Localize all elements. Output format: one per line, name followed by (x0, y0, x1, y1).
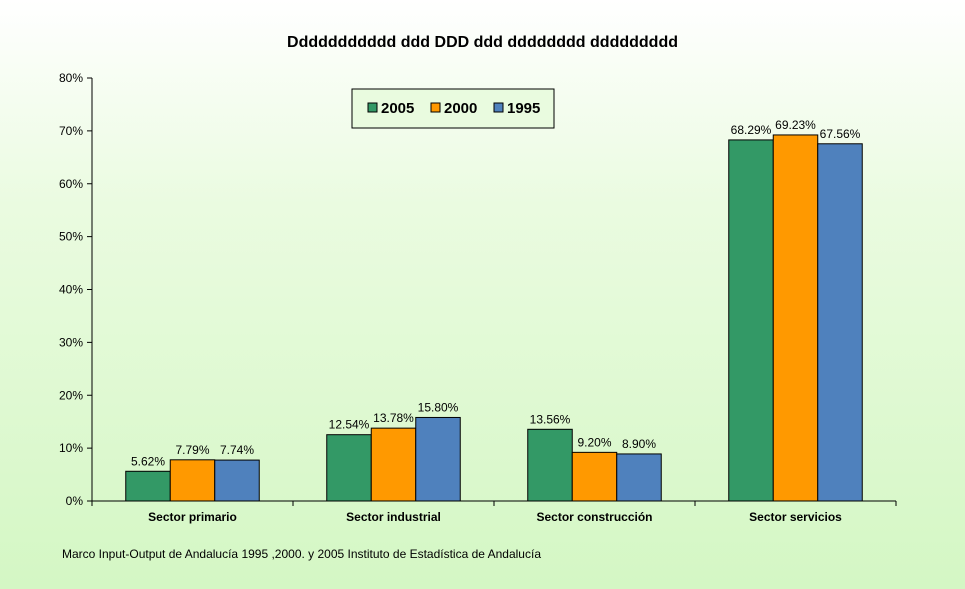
legend-swatch-2000 (430, 102, 441, 113)
bar-2005 (728, 139, 774, 502)
category-label: Sector primario (148, 510, 237, 524)
legend-box (351, 88, 555, 129)
legend-label: 2005 (381, 100, 414, 117)
data-label: 12.54% (329, 418, 370, 432)
y-tick-label: 70% (59, 124, 83, 138)
legend-swatch-1995 (493, 102, 504, 113)
data-label: 13.78% (373, 411, 414, 425)
data-label: 68.29% (731, 123, 772, 137)
y-tick-label: 30% (59, 335, 83, 349)
bar-2005 (326, 434, 372, 502)
bar-1995 (214, 459, 260, 502)
y-tick-label: 60% (59, 177, 83, 191)
source-note: Marco Input-Output de Andalucía 1995 ,20… (62, 547, 541, 561)
data-label: 8.90% (622, 437, 656, 451)
category-label: Sector industrial (346, 510, 441, 524)
bar-2000 (571, 451, 618, 502)
category-label: Sector servicios (749, 510, 842, 524)
y-tick-label: 0% (66, 494, 84, 508)
y-tick-label: 20% (59, 388, 83, 402)
data-label: 5.62% (131, 454, 165, 468)
y-tick-label: 10% (59, 441, 83, 455)
bar-1995 (616, 453, 662, 502)
bar-1995 (415, 416, 461, 502)
chart-title: Ddddddddddd ddd DDD ddd dddddddd ddddddd… (287, 34, 678, 51)
y-tick-label: 50% (59, 230, 83, 244)
legend-label: 2000 (444, 100, 477, 117)
data-label: 67.56% (820, 127, 861, 141)
data-label: 9.20% (577, 435, 611, 449)
bar-2000 (169, 459, 216, 502)
data-label: 7.79% (175, 443, 209, 457)
legend-label: 1995 (507, 100, 540, 117)
data-label: 7.74% (220, 443, 254, 457)
bar-2000 (772, 134, 819, 502)
y-tick-label: 80% (59, 71, 83, 85)
bar-2000 (370, 427, 417, 502)
bar-1995 (817, 143, 863, 502)
data-label: 69.23% (775, 118, 816, 132)
data-label: 13.56% (530, 412, 571, 426)
y-tick-label: 40% (59, 283, 83, 297)
legend-swatch-2005 (367, 102, 378, 113)
bar-2005 (527, 428, 573, 502)
bar-2005 (125, 470, 171, 502)
data-label: 15.80% (418, 400, 459, 414)
category-label: Sector construcción (536, 510, 652, 524)
